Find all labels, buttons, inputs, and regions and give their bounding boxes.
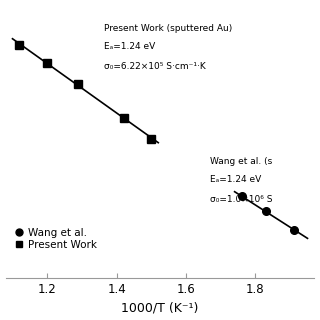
Text: σ₀=6.22×10⁵ S·cm⁻¹·K: σ₀=6.22×10⁵ S·cm⁻¹·K xyxy=(104,61,206,71)
Legend: Wang et al., Present Work: Wang et al., Present Work xyxy=(14,227,99,251)
Text: Wang et al. (s: Wang et al. (s xyxy=(210,157,273,166)
Text: Present Work (sputtered Au): Present Work (sputtered Au) xyxy=(104,24,233,33)
Text: Eₐ=1.24 eV: Eₐ=1.24 eV xyxy=(104,42,156,51)
Text: Eₐ=1.24 eV: Eₐ=1.24 eV xyxy=(210,175,261,184)
X-axis label: 1000/T (K⁻¹): 1000/T (K⁻¹) xyxy=(121,301,199,315)
Text: σ₀=1.0×10⁶ S: σ₀=1.0×10⁶ S xyxy=(210,195,273,204)
